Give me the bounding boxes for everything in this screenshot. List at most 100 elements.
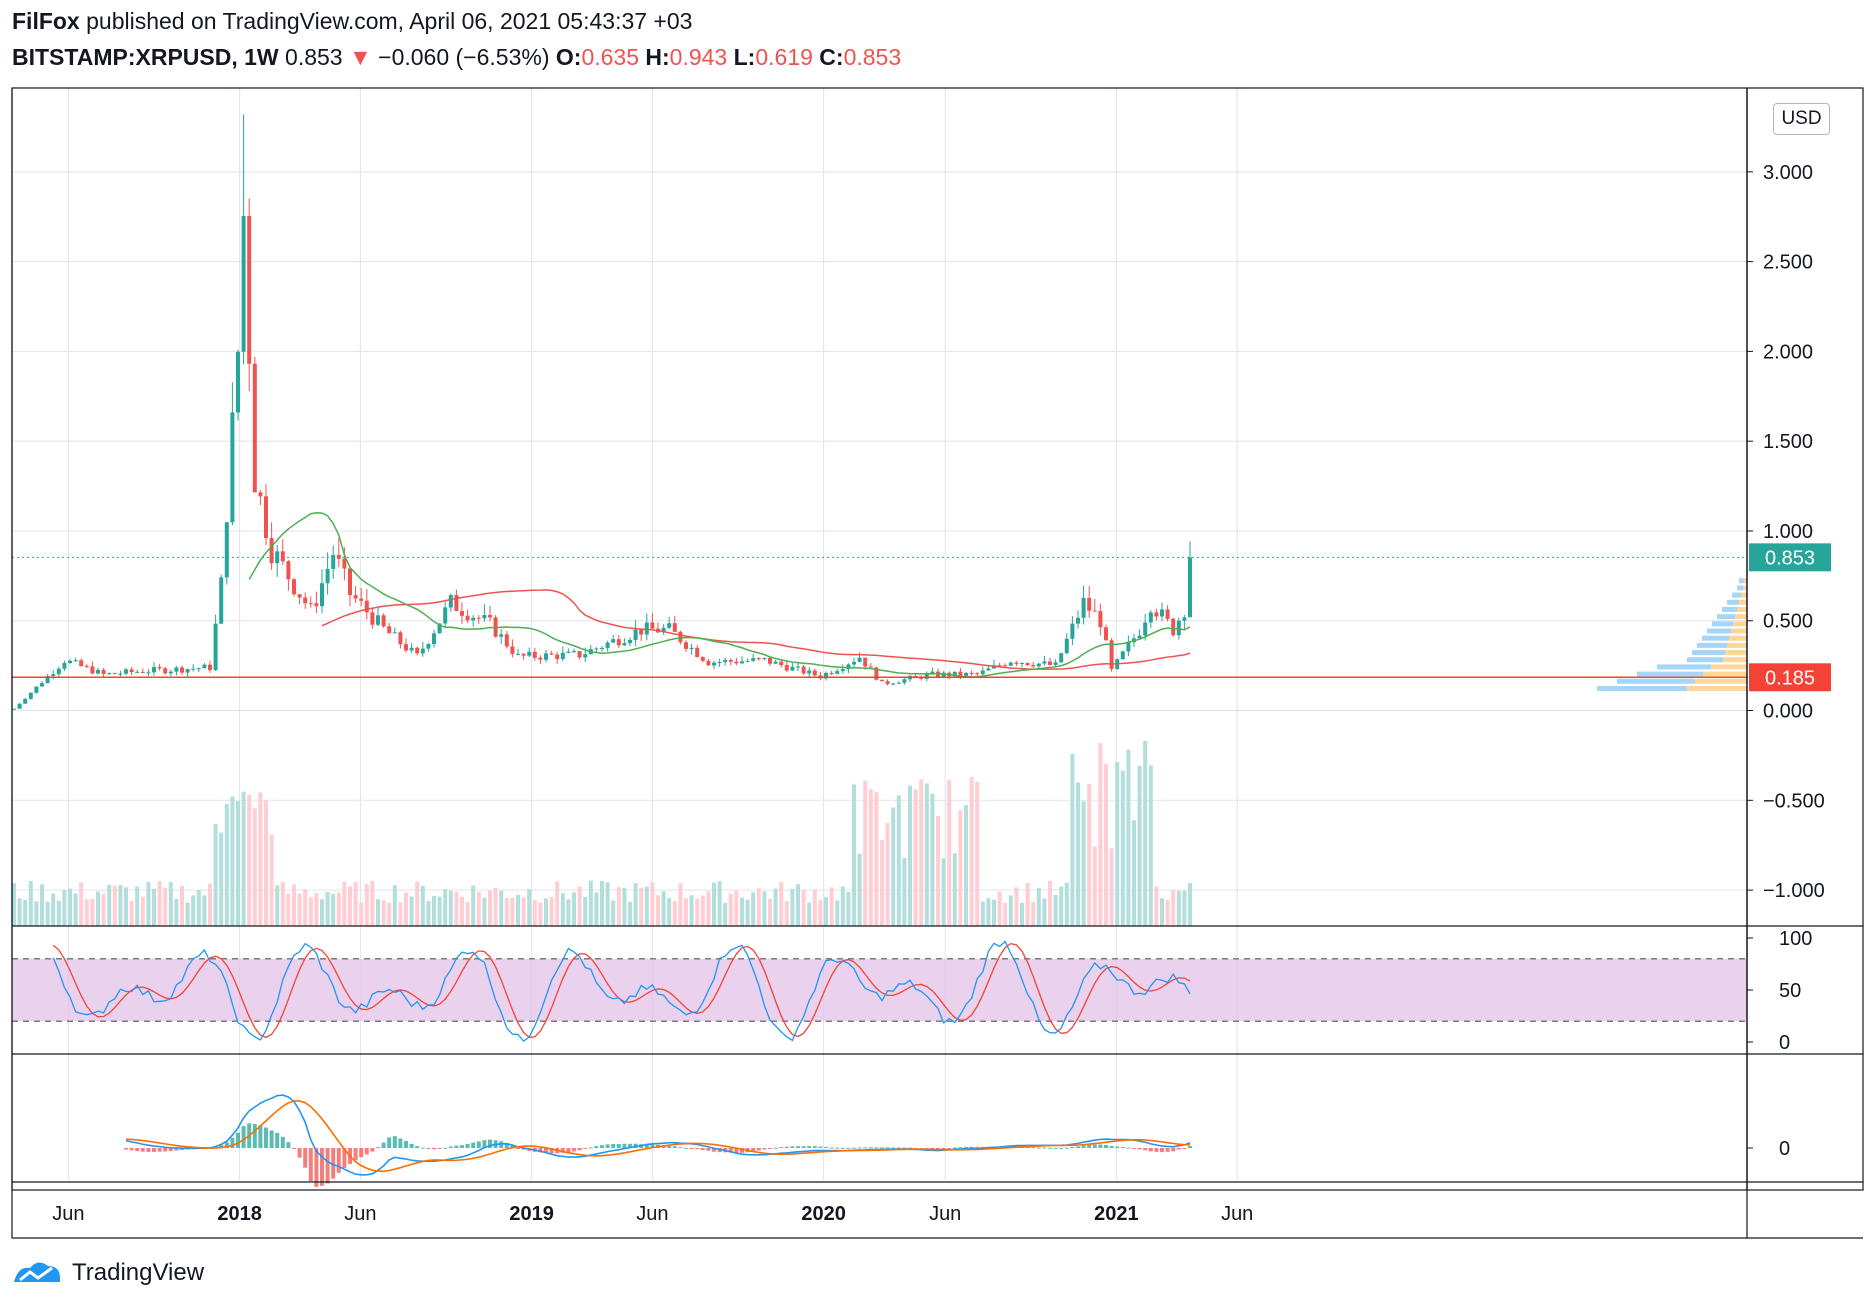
volume-bar bbox=[572, 892, 576, 926]
candle-body bbox=[829, 672, 834, 674]
macd-histogram-bar bbox=[308, 1148, 313, 1182]
macd-histogram-bar bbox=[689, 1148, 694, 1149]
candle-body bbox=[768, 657, 772, 664]
volume-profile-bar bbox=[1597, 685, 1687, 691]
candle-body bbox=[1014, 662, 1019, 664]
pane-frames bbox=[11, 87, 1864, 1239]
volume-bar bbox=[874, 792, 879, 926]
candle-body bbox=[308, 603, 313, 605]
symbol-title[interactable]: BITSTAMP:XRPUSD, 1W bbox=[12, 44, 279, 70]
candle-body bbox=[28, 692, 33, 699]
volume-bar bbox=[644, 886, 649, 926]
volume-profile-bar bbox=[1732, 592, 1741, 598]
macd-histogram-bar bbox=[437, 1148, 442, 1149]
currency-button[interactable]: USD bbox=[1773, 103, 1830, 135]
x-tick-label: Jun bbox=[1221, 1203, 1253, 1225]
volume-bar bbox=[17, 898, 22, 926]
candle-body bbox=[583, 654, 588, 658]
stoch-tick-label: 100 bbox=[1779, 928, 1812, 950]
volume-bar bbox=[426, 901, 431, 926]
candle-body bbox=[896, 682, 901, 684]
candle-body bbox=[163, 668, 168, 674]
volume-bar bbox=[107, 884, 112, 926]
candle-body bbox=[622, 643, 627, 646]
macd-histogram-bar bbox=[616, 1143, 621, 1148]
candle-body bbox=[969, 672, 974, 674]
macd-histogram-bar bbox=[152, 1148, 156, 1152]
macd-histogram-bar bbox=[420, 1147, 425, 1149]
volume-bar bbox=[790, 888, 795, 926]
macd-histogram-bar bbox=[1025, 1146, 1030, 1148]
macd-histogram-bar bbox=[252, 1124, 257, 1148]
volume-bar bbox=[465, 902, 470, 926]
candle-body bbox=[213, 623, 218, 671]
volume-profile-bar bbox=[1722, 606, 1737, 612]
candle-body bbox=[964, 672, 968, 676]
author-name[interactable]: FilFox bbox=[12, 8, 80, 34]
volume-bar bbox=[51, 893, 56, 926]
macd-histogram-bar bbox=[964, 1146, 968, 1148]
volume-bar bbox=[1008, 895, 1013, 926]
candle-body bbox=[717, 662, 722, 664]
macd-histogram-bar bbox=[695, 1148, 700, 1150]
candle-body bbox=[471, 617, 476, 621]
volume-bar bbox=[1042, 898, 1047, 926]
volume-bar bbox=[1143, 740, 1148, 926]
candle-body bbox=[790, 666, 795, 671]
volume-profile-bar bbox=[1739, 599, 1747, 605]
volume-bar bbox=[73, 893, 78, 926]
volume-bar bbox=[504, 897, 509, 926]
macd-histogram-bar bbox=[1048, 1147, 1052, 1149]
candle-body bbox=[1020, 662, 1024, 664]
volume-bar bbox=[583, 896, 588, 926]
volume-bar bbox=[135, 886, 140, 926]
candle-body bbox=[611, 639, 616, 643]
volume-bar bbox=[784, 901, 789, 926]
publish-text: published on TradingView.com, April 06, … bbox=[86, 8, 693, 34]
macd-histogram-bar bbox=[577, 1148, 582, 1151]
volume-bar bbox=[678, 883, 683, 926]
macd-histogram-bar bbox=[924, 1148, 929, 1149]
volume-bar bbox=[992, 899, 996, 926]
volume-bar bbox=[437, 896, 442, 926]
candle-body bbox=[616, 639, 621, 646]
volume-bar bbox=[684, 898, 688, 926]
candle-body bbox=[1171, 618, 1176, 636]
low-label: L: bbox=[733, 44, 756, 70]
candle-body bbox=[924, 673, 929, 679]
volume-bar bbox=[336, 892, 341, 926]
volume-bar bbox=[325, 892, 330, 926]
tradingview-logo-icon bbox=[14, 1262, 60, 1282]
volume-bar bbox=[454, 892, 459, 926]
candle-body bbox=[1076, 617, 1080, 624]
stoch-k-line bbox=[52, 940, 1191, 1042]
macd-histogram-bar bbox=[857, 1147, 862, 1149]
candle-body bbox=[398, 632, 403, 645]
candle-body bbox=[1036, 663, 1041, 667]
volume-profile-bar bbox=[1729, 635, 1747, 641]
macd-histogram-bar bbox=[600, 1145, 604, 1148]
y-tick-label: 0.000 bbox=[1763, 701, 1813, 723]
low-value: 0.619 bbox=[755, 44, 813, 70]
volume-profile-bar bbox=[1703, 671, 1747, 677]
volume-bar bbox=[863, 780, 868, 926]
volume-bar bbox=[1165, 899, 1170, 926]
candle-body bbox=[40, 683, 44, 687]
macd-histogram-bar bbox=[941, 1148, 946, 1149]
candle-body bbox=[12, 708, 16, 710]
candle-body bbox=[639, 629, 644, 635]
macd-histogram-bar bbox=[331, 1148, 336, 1179]
macd-histogram-bar bbox=[1176, 1148, 1181, 1150]
stochastic-pane bbox=[12, 940, 1747, 1042]
macd-histogram-bar bbox=[1154, 1148, 1159, 1152]
candle-body bbox=[1143, 622, 1148, 636]
candle-body bbox=[566, 651, 571, 653]
macd-histogram-bar bbox=[258, 1125, 263, 1148]
candle-body bbox=[1048, 661, 1052, 665]
volume-bar bbox=[986, 898, 991, 926]
macd-histogram-bar bbox=[163, 1148, 168, 1152]
candle-body bbox=[667, 623, 672, 628]
macd-histogram-bar bbox=[863, 1147, 868, 1149]
footer-brand: TradingView bbox=[72, 1259, 205, 1286]
